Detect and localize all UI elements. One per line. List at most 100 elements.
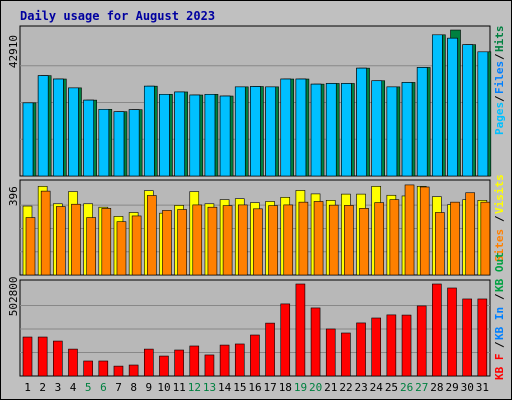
bar-sites-day-3: [56, 206, 66, 276]
bar-pages-day-28: [432, 34, 443, 177]
bar-pages-day-6: [98, 109, 110, 177]
x-tick-label-3: 3: [55, 381, 62, 394]
legend-sep-3: /: [493, 215, 506, 222]
bar-kb-f-day-22: [341, 332, 351, 377]
bar-kb-f-day-28: [432, 283, 442, 377]
bar-kb-f-day-17: [265, 322, 275, 377]
bar-kb-f-day-7: [113, 365, 124, 377]
bar-kb-f-day-8: [128, 364, 139, 377]
bar-kb-f-day-26: [401, 314, 412, 377]
x-tick-label-1: 1: [24, 381, 31, 394]
x-tick-label-7: 7: [115, 381, 122, 394]
top-panel: 42910: [7, 25, 492, 177]
bar-sites-day-21: [328, 204, 339, 276]
bar-pages-day-25: [386, 86, 398, 177]
bar-sites-day-17: [268, 205, 278, 276]
bar-kb-f-day-29: [447, 287, 457, 377]
bar-pages-day-3: [53, 78, 64, 177]
bottom-panel: 502800: [7, 276, 491, 377]
x-tick-label-20: 20: [309, 381, 322, 394]
bar-kb-f-day-23: [356, 322, 366, 377]
bar-sites-day-8: [131, 215, 142, 276]
bar-pages-day-30: [462, 44, 473, 177]
legend-files: Files: [493, 61, 506, 94]
bar-pages-day-11: [174, 91, 185, 177]
bar-kb-f-day-31: [477, 298, 488, 377]
bar-pages-day-8: [128, 109, 140, 177]
bar-pages-day-31: [477, 51, 489, 177]
legend-pages: Pages: [493, 102, 506, 135]
x-tick-label-13: 13: [203, 381, 216, 394]
x-tick-label-18: 18: [279, 381, 292, 394]
bar-pages-day-15: [234, 86, 246, 177]
bar-sites-day-29: [450, 201, 460, 276]
x-tick-label-26: 26: [400, 381, 413, 394]
bar-pages-day-10: [159, 94, 170, 177]
x-tick-label-17: 17: [264, 381, 277, 394]
x-axis-labels: 1 2 3 4 5 6 7 8 9 10 11 12 13 14 15 16 17 18 19 20 21 22 23 24 2…: [24, 381, 489, 394]
bar-kb-f-day-9: [143, 348, 154, 377]
x-tick-label-25: 25: [385, 381, 398, 394]
x-tick-label-2: 2: [39, 381, 46, 394]
x-tick-label-30: 30: [461, 381, 474, 394]
bar-kb-f-day-18: [280, 303, 291, 377]
bar-sites-day-16: [253, 208, 263, 276]
bar-pages-day-7: [113, 111, 125, 177]
middle-panel: 396: [7, 179, 491, 276]
x-tick-label-22: 22: [339, 381, 352, 394]
bar-pages-day-23: [356, 67, 367, 177]
bar-pages-day-1: [22, 102, 34, 177]
bar-kb-f-day-3: [53, 340, 63, 377]
legend-hits: Hits: [493, 26, 506, 53]
legend-bottom: KB F / KB In / KB Out: [493, 252, 506, 380]
bar-kb-f-day-21: [325, 328, 336, 377]
chart-title: Daily usage for August 2023: [20, 9, 215, 23]
bar-sites-day-6: [101, 208, 112, 276]
bar-sites-day-25: [389, 199, 400, 276]
x-tick-label-11: 11: [173, 381, 186, 394]
bar-kb-f-day-6: [98, 360, 109, 377]
bar-sites-day-19: [298, 201, 309, 276]
bar-sites-day-22: [344, 205, 354, 276]
bar-kb-f-day-10: [159, 355, 169, 377]
bar-sites-day-12: [192, 204, 203, 276]
bar-sites-day-7: [116, 221, 127, 276]
x-tick-label-29: 29: [445, 381, 458, 394]
bar-pages-day-21: [325, 83, 337, 177]
bar-kb-f-day-19: [295, 283, 306, 377]
legend-sep-1: /: [493, 95, 506, 102]
bar-kb-f-day-4: [68, 348, 78, 377]
bar-sites-day-15: [237, 204, 248, 276]
bar-sites-day-31: [480, 201, 491, 276]
bar-kb-f-day-16: [250, 334, 260, 377]
x-tick-label-28: 28: [430, 381, 443, 394]
bar-pages-day-16: [250, 86, 261, 177]
legend-top: Pages / Files / Hits: [493, 26, 506, 136]
x-tick-label-5: 5: [85, 381, 92, 394]
bar-pages-day-29: [447, 37, 458, 177]
legend-sites: Sites: [493, 229, 506, 262]
bar-kb-f-day-1: [22, 336, 33, 377]
bar-sites-day-28: [435, 212, 445, 276]
bar-pages-day-12: [189, 94, 201, 177]
bar-pages-day-19: [295, 78, 307, 177]
bar-sites-day-14: [222, 205, 233, 276]
bar-kb-f-day-20: [310, 307, 321, 377]
bar-sites-day-30: [465, 192, 475, 276]
bar-pages-day-26: [401, 82, 413, 177]
bar-sites-day-10: [162, 210, 172, 276]
bar-pages-day-17: [265, 86, 276, 177]
legend-kbin: KB In: [493, 307, 506, 340]
legend-visits: Visits: [493, 174, 506, 214]
bar-sites-day-13: [207, 206, 218, 276]
bar-kb-f-day-13: [204, 354, 215, 377]
bar-pages-day-27: [416, 67, 428, 177]
bar-sites-day-4: [71, 203, 81, 276]
bar-kb-f-day-5: [83, 360, 93, 377]
bar-pages-day-9: [143, 85, 155, 177]
x-tick-label-9: 9: [146, 381, 153, 394]
x-tick-label-12: 12: [188, 381, 201, 394]
bar-kb-f-day-15: [234, 343, 245, 377]
bar-sites-day-2: [40, 190, 51, 276]
